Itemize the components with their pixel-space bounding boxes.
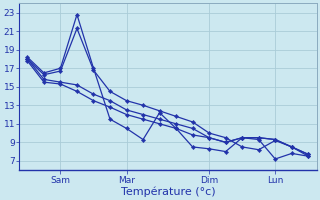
X-axis label: Température (°c): Température (°c) (121, 186, 215, 197)
